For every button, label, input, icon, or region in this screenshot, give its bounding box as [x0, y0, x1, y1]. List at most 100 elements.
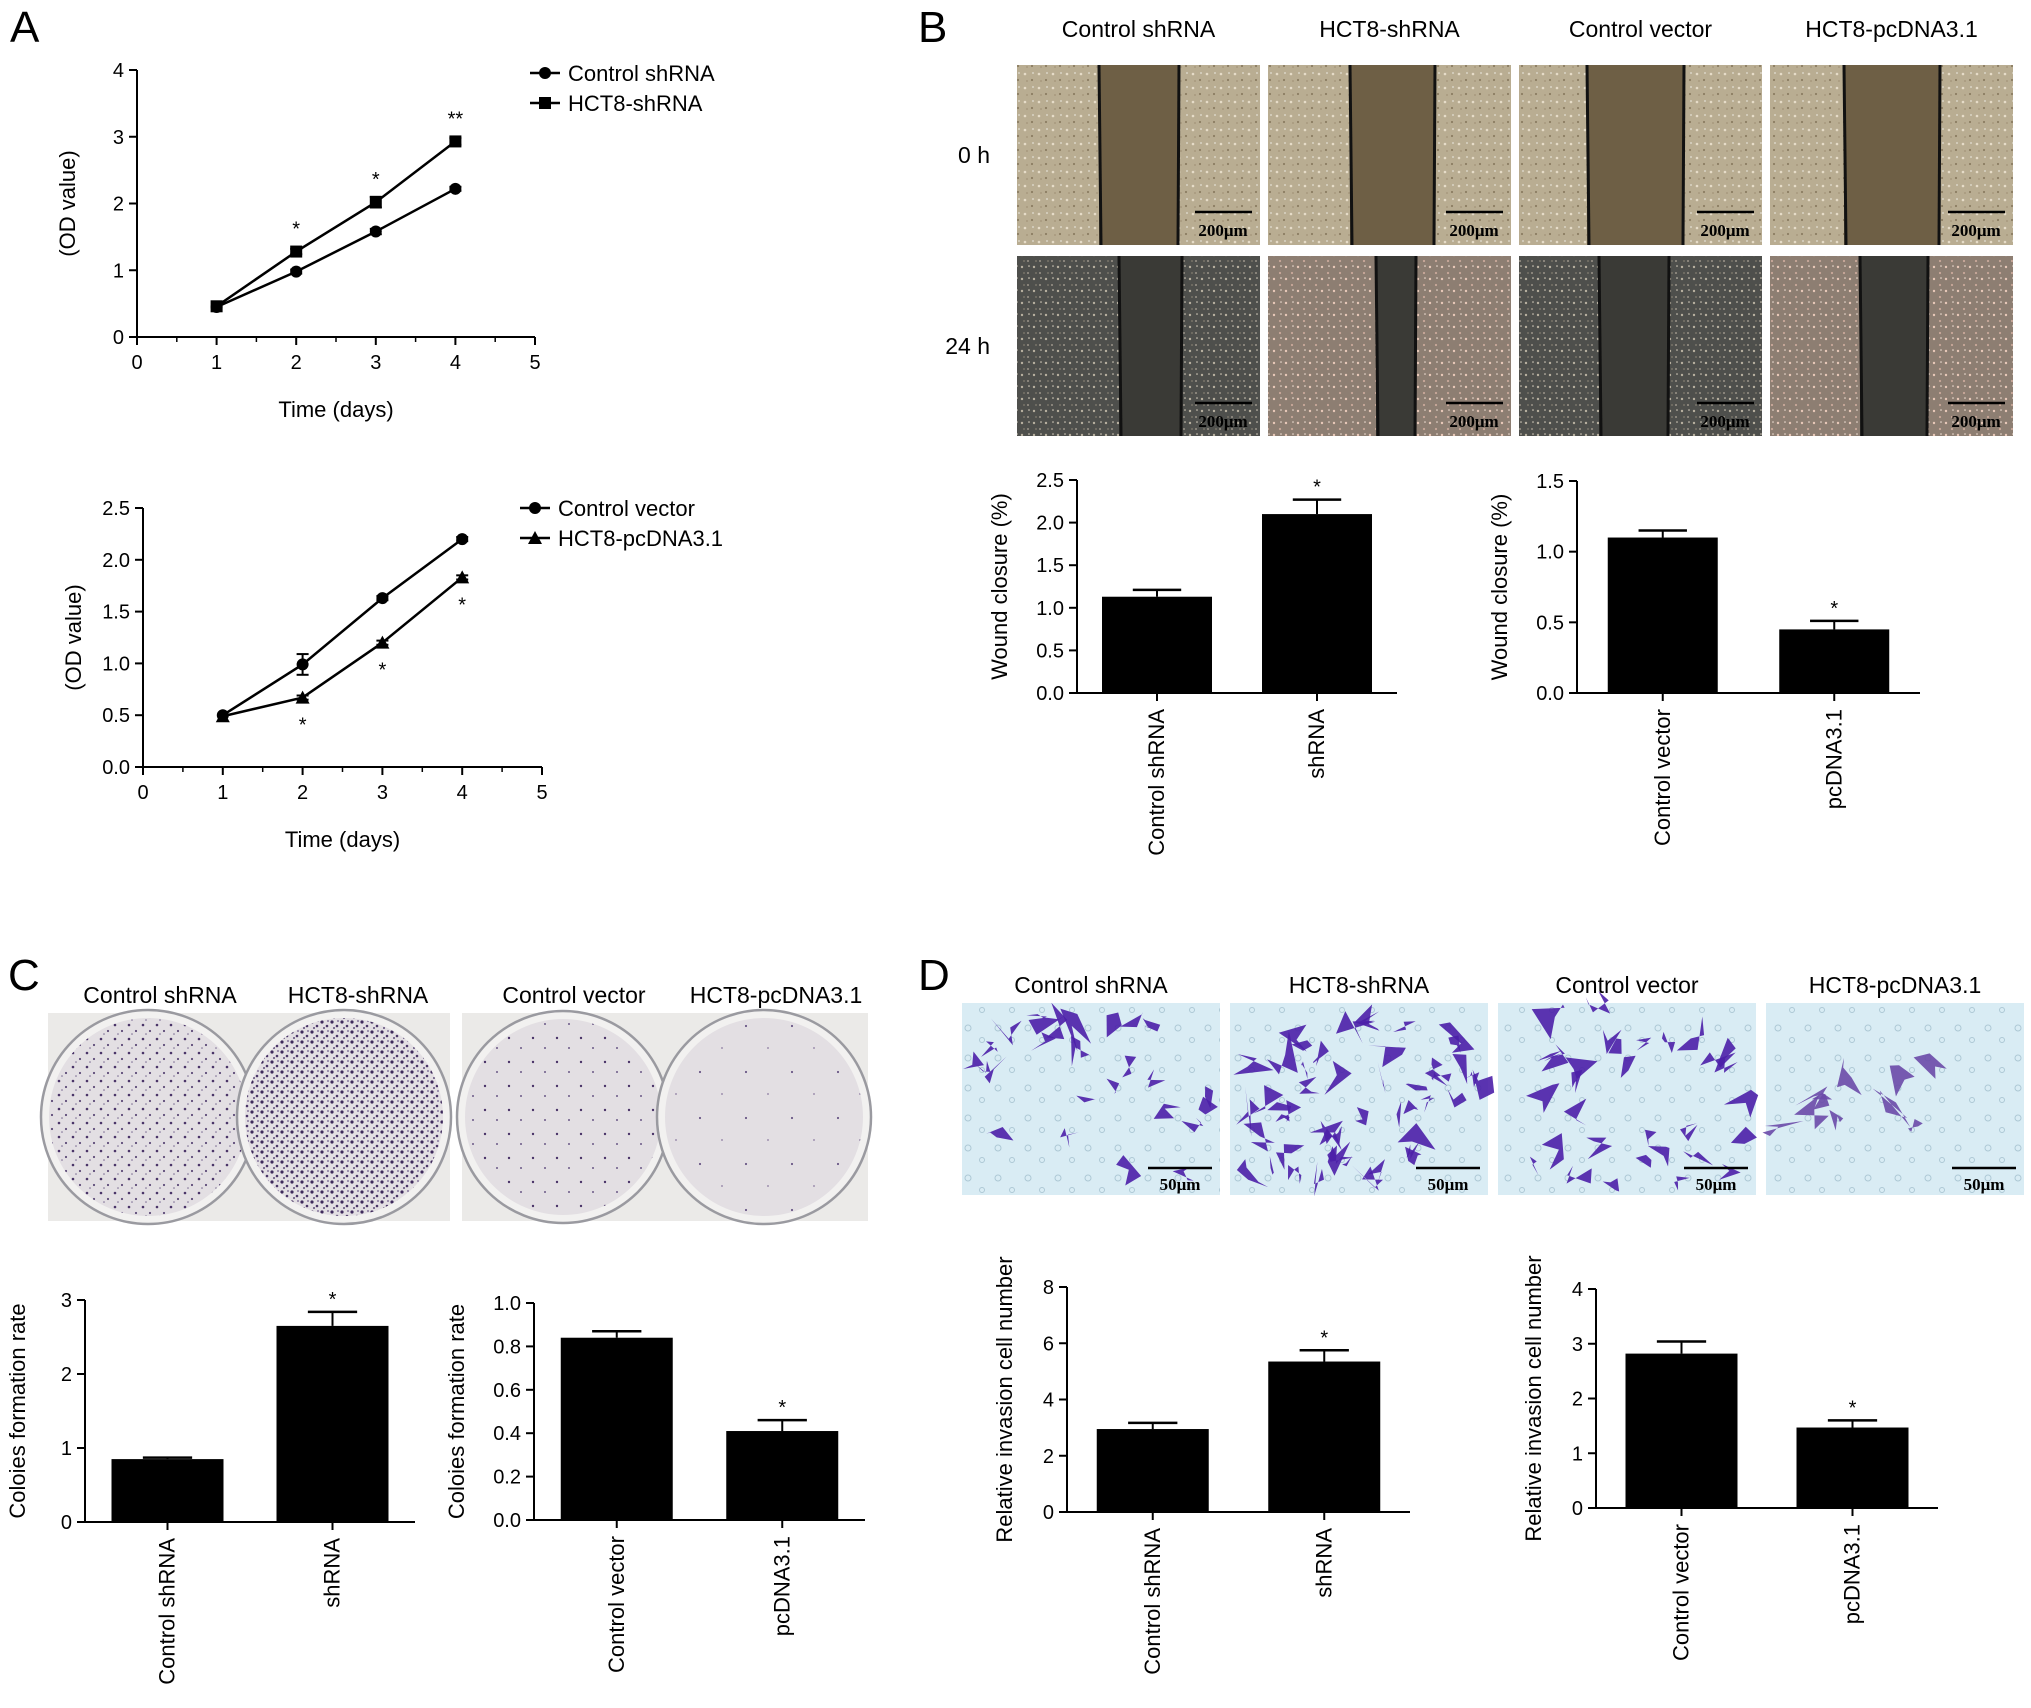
stained-cell — [1795, 1086, 1830, 1110]
gap-edge — [1666, 255, 1671, 437]
stained-cell — [1431, 1070, 1452, 1082]
stained-cell — [1335, 1011, 1376, 1044]
scratch-gap — [1599, 256, 1669, 436]
y-tick-label: 1.5 — [1536, 471, 1564, 493]
stained-cell — [1076, 1095, 1096, 1103]
data-point — [528, 531, 542, 544]
y-tick-label: 4 — [1043, 1390, 1054, 1412]
significance-mark: ** — [448, 108, 464, 130]
panel-letter-a: A — [10, 3, 40, 52]
stained-cell — [1269, 1156, 1274, 1175]
x-tick-label: 4 — [457, 782, 468, 804]
stained-cell — [1071, 1036, 1090, 1067]
stained-cell — [1030, 1032, 1056, 1051]
stained-cell — [1464, 1071, 1480, 1088]
stained-cell — [1907, 1119, 1923, 1132]
colonies — [49, 1018, 247, 1216]
stained-cell — [1351, 1165, 1383, 1191]
gap-edge — [1585, 64, 1591, 246]
y-tick-label: 6 — [1043, 1333, 1054, 1355]
data-point — [539, 97, 551, 109]
stained-cell — [1147, 1069, 1166, 1088]
stained-cell — [1472, 1069, 1495, 1100]
x-tick-label: 2 — [297, 782, 308, 804]
stained-cell — [1541, 1133, 1564, 1170]
stained-cell — [1571, 1069, 1583, 1094]
y-tick-label: 0.0 — [102, 757, 130, 779]
data-point — [375, 635, 390, 649]
x-tick-label: Control vector — [1650, 709, 1675, 846]
wound-healing-images: Control shRNA HCT8-shRNA Control vector HCT… — [945, 16, 2013, 437]
micrograph-texture — [1766, 1003, 2024, 1195]
stained-cell — [1327, 1141, 1351, 1176]
gap-edge — [1597, 255, 1603, 437]
stained-cell — [1531, 1004, 1565, 1040]
x-tick-label: Control vector — [604, 1536, 629, 1673]
x-tick-label: shRNA — [320, 1538, 345, 1608]
stained-cell — [1602, 1178, 1620, 1192]
y-tick-label: 0.5 — [102, 705, 130, 727]
gap-edge — [1858, 255, 1864, 437]
colonies — [245, 1018, 443, 1216]
y-tick-label: 3 — [113, 127, 124, 149]
y-tick-label: 2.0 — [102, 550, 130, 572]
scale-bar-label: 50μm — [1696, 1175, 1737, 1194]
gap-edge — [1097, 64, 1103, 246]
gap-edge — [1681, 64, 1686, 246]
x-axis-title: Time (days) — [278, 397, 393, 422]
y-tick-label: 2 — [1572, 1389, 1583, 1411]
x-tick-label: shRNA — [1304, 709, 1329, 779]
bar — [1262, 514, 1372, 693]
x-tick-label: 5 — [536, 782, 547, 804]
stained-cell — [1298, 1076, 1320, 1094]
stained-cell — [1233, 1054, 1274, 1075]
x-tick-label: pcDNA3.1 — [769, 1536, 794, 1636]
y-tick-label: 2.5 — [1036, 470, 1064, 492]
data-point — [455, 570, 470, 584]
y-tick-label: 0.6 — [493, 1380, 521, 1402]
bar — [1607, 537, 1718, 693]
series-line — [216, 187, 456, 309]
y-tick-label: 1.0 — [1536, 542, 1564, 564]
scale-bar-label: 200μm — [1951, 221, 2000, 240]
panel-c-chart-2: 0.0 0.2 0.4 0.6 0.8 1.0 Control vector * pcDNA3.… — [444, 1293, 865, 1673]
series-line — [222, 538, 463, 717]
bar — [1268, 1361, 1381, 1512]
y-tick-label: 1.0 — [493, 1293, 521, 1315]
data-point — [376, 592, 389, 605]
stained-cell — [1181, 1117, 1204, 1133]
bar — [1796, 1427, 1909, 1508]
stained-cell — [1526, 1083, 1560, 1113]
y-axis-title: Relative invasion cell number — [1521, 1255, 1546, 1541]
data-point — [529, 502, 541, 514]
scale-bar-label: 50μm — [1964, 1175, 2005, 1194]
stained-cell — [1397, 1123, 1436, 1150]
stained-cell — [1204, 1086, 1214, 1110]
stained-cell — [1172, 1167, 1194, 1181]
stained-cell — [1700, 1052, 1736, 1068]
stained-cell — [1368, 1045, 1406, 1068]
stained-cell — [1275, 1144, 1305, 1170]
stained-cell — [1730, 1126, 1757, 1144]
stained-cell — [1396, 1101, 1402, 1128]
stained-cell — [1313, 1161, 1324, 1197]
significance-mark: * — [778, 1397, 786, 1419]
y-tick-label: 3 — [1572, 1334, 1583, 1356]
stained-cell — [1116, 1155, 1142, 1186]
gap-edge — [1374, 255, 1380, 437]
scale-bar-label: 200μm — [1700, 221, 1749, 240]
y-tick-label: 8 — [1043, 1277, 1054, 1299]
x-tick-label: 0 — [137, 782, 148, 804]
panel-b-chart-1: 0.0 0.5 1.0 1.5 2.0 2.5 Control shRNA * shRNA Wou… — [987, 470, 1397, 856]
scratch-gap — [1844, 65, 1940, 245]
bar — [726, 1431, 839, 1520]
stained-cell — [1283, 1100, 1302, 1122]
panel-letter-c: C — [8, 951, 40, 1000]
y-tick-label: 2 — [113, 194, 124, 216]
stained-cell — [1367, 1159, 1385, 1184]
legend-entry: HCT8-pcDNA3.1 — [558, 526, 723, 551]
x-tick-label: 3 — [370, 352, 381, 374]
stained-cell — [1602, 1029, 1622, 1055]
y-tick-label: 1 — [113, 260, 124, 282]
